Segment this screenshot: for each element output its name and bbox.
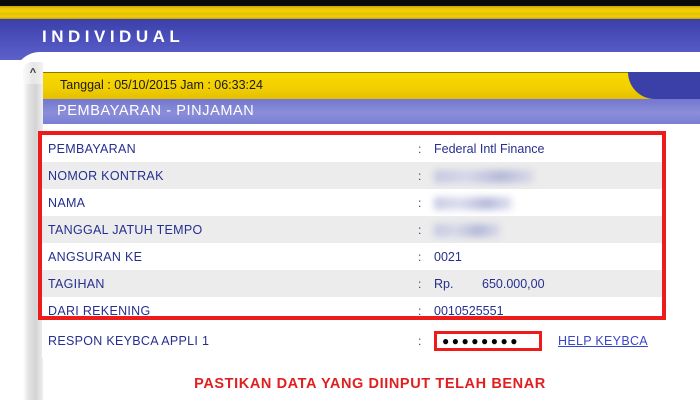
- section-title-text: PEMBAYARAN - PINJAMAN: [57, 103, 255, 119]
- table-row: PEMBAYARAN: Federal Intl Finance: [42, 135, 662, 162]
- row-value: [434, 195, 662, 210]
- table-row: NOMOR KONTRAK:: [42, 162, 662, 189]
- table-row: NAMA:: [42, 189, 662, 216]
- top-black-strip: [0, 0, 700, 6]
- row-colon: :: [418, 303, 422, 318]
- table-row: ANGSURAN KE:0021: [42, 243, 662, 270]
- section-title-bar: PEMBAYARAN - PINJAMAN: [43, 99, 700, 124]
- row-label: NOMOR KONTRAK: [48, 168, 164, 183]
- redacted-value: [434, 169, 534, 183]
- vertical-scrollbar[interactable]: [23, 62, 43, 400]
- redacted-value: [434, 196, 512, 210]
- row-colon: :: [418, 249, 422, 264]
- row-value: 0021: [434, 249, 462, 264]
- amount-value: 650.000,00: [482, 276, 545, 291]
- row-value: [434, 222, 662, 237]
- row-label: PEMBAYARAN: [48, 141, 136, 156]
- datetime-text: Tanggal : 05/10/2015 Jam : 06:33:24: [60, 78, 263, 92]
- header-corner-decoration: [628, 72, 700, 99]
- row-value: 0010525551: [434, 303, 504, 318]
- currency-prefix: Rp.: [434, 276, 454, 291]
- row-label: NAMA: [48, 195, 86, 210]
- row-value: Rp. 650.000,00: [434, 277, 662, 291]
- row-label: TANGGAL JATUH TEMPO: [48, 222, 203, 237]
- row-label: ANGSURAN KE: [48, 249, 143, 264]
- respon-colon: :: [418, 334, 422, 348]
- row-colon: :: [418, 222, 422, 237]
- scroll-up-arrow-icon[interactable]: ^: [23, 62, 43, 84]
- payment-details-table: PEMBAYARAN: Federal Intl Finance NOMOR KON…: [42, 135, 662, 324]
- redacted-value: [434, 223, 500, 237]
- row-colon: :: [418, 168, 422, 183]
- row-label: DARI REKENING: [48, 303, 151, 318]
- respon-keybca-label: RESPON KEYBCA APPLI 1: [48, 334, 210, 348]
- respon-keybca-row: RESPON KEYBCA APPLI 1 : ●●●●●●●● HELP KE…: [42, 324, 662, 358]
- row-value: Federal Intl Finance: [434, 141, 545, 156]
- row-colon: :: [418, 141, 422, 156]
- row-value: [434, 168, 662, 183]
- table-row: TANGGAL JATUH TEMPO:: [42, 216, 662, 243]
- table-row: TAGIHAN: Rp. 650.000,00: [42, 270, 662, 297]
- datetime-bar: Tanggal : 05/10/2015 Jam : 06:33:24: [43, 72, 657, 100]
- gold-accent-bar: [0, 6, 700, 19]
- help-keybca-link[interactable]: HELP KEYBCA: [558, 334, 648, 348]
- row-label: TAGIHAN: [48, 276, 105, 291]
- row-colon: :: [418, 195, 422, 210]
- respon-keybca-input[interactable]: ●●●●●●●●: [434, 331, 542, 351]
- confirm-data-warning: PASTIKAN DATA YANG DIINPUT TELAH BENAR: [194, 376, 546, 392]
- table-row: DARI REKENING:0010525551: [42, 297, 662, 324]
- page-title: INDIVIDUAL: [42, 27, 185, 46]
- row-colon: :: [418, 276, 422, 291]
